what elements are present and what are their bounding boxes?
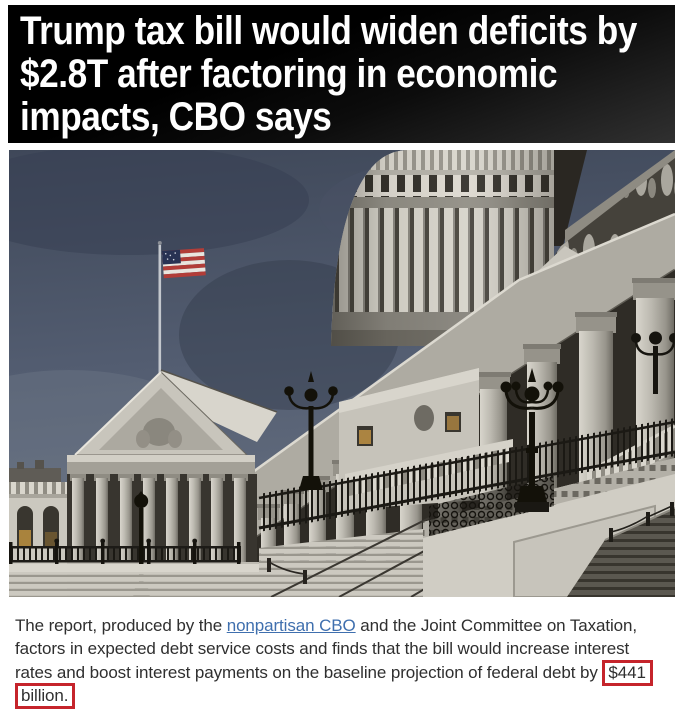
body-text: rates and boost interest payments on the… [15,662,603,682]
steps-left [9,564,261,597]
street-lamp-center [500,368,564,512]
us-flag [157,241,206,377]
headline-line: Trump tax bill would widen deficits by [20,9,637,53]
body-text: The report, produced by the [15,616,227,635]
article-paragraph: The report, produced by the nonpartisan … [0,614,675,710]
body-text: factors in expected debt service costs a… [15,639,630,659]
headline-banner: Trump tax bill would widen deficits by $… [8,5,675,143]
steps-right [567,502,675,597]
paragraph-line: factors in expected debt service costs a… [15,637,675,660]
headline-line: impacts, CBO says [20,95,332,139]
street-lamp-right [631,331,675,394]
paragraph-line: The report, produced by the nonpartisan … [15,614,675,637]
annotation-box-billion: billion. [15,683,76,710]
hero-image [9,150,675,597]
paragraph-line: billion. [15,683,675,710]
body-text: and the Joint Committee on Taxation, [355,616,637,635]
capitol-photo [9,150,675,597]
nonpartisan-cbo-link[interactable]: nonpartisan CBO [226,616,356,635]
headline-line: $2.8T after factoring in economic [20,52,558,96]
annotation-box-441: $441 [602,659,653,686]
street-lamp-left [284,371,338,490]
left-railing [9,538,241,564]
paragraph-line: rates and boost interest payments on the… [15,659,675,686]
